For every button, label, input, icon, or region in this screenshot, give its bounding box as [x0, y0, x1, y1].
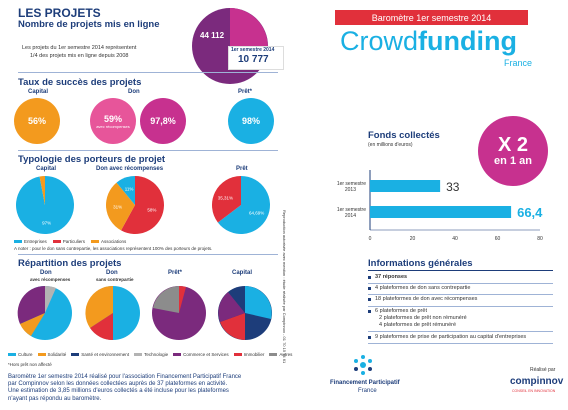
nb-projets-text-2: 1/4 des projets mis en ligne depuis 2008	[30, 53, 129, 59]
info-title: Informations générales	[368, 258, 473, 269]
typo-note: A noter : pour le don sans contrepartie,…	[14, 246, 213, 251]
bar-category-label: 1er semestre	[337, 207, 366, 213]
info-item-don-sans: 4 plateformes de don sans contrepartie	[368, 285, 470, 291]
semestre-label: 1er semestre 2014	[231, 47, 275, 53]
vertical-credit: Reproduction autorisée avec mention : ét…	[282, 210, 287, 364]
fpf-country: France	[358, 388, 377, 394]
typo-pret-pie: 64,69% 35,31%	[212, 176, 270, 234]
brand-logo: Crowdfunding	[340, 26, 517, 56]
rep-don-b-label: Don	[106, 270, 118, 276]
pie-slice	[39, 176, 45, 205]
rep-title: Répartition des projets	[18, 258, 122, 269]
bar-0	[370, 180, 441, 192]
banner: Baromètre 1er semestre 2014	[335, 10, 528, 25]
rep-don-a-sub: avec récompenses	[30, 277, 71, 282]
note-pret: *Hors prêt non affecté	[8, 362, 52, 367]
bar-tick-label: 80	[537, 236, 543, 242]
typo-don-pie: 58% 31% 11%	[106, 176, 164, 234]
taux-title: Taux de succès des projets	[18, 77, 142, 88]
rep-don-b-pie	[85, 285, 140, 341]
typo-capital-pie: 97%	[15, 176, 74, 234]
footer-text: Baromètre 1er semestre 2014 réalisé pour…	[8, 374, 242, 402]
rep-don-a-pie	[17, 285, 72, 340]
rep-capital-pie	[218, 286, 272, 340]
info-item-don-avec: 18 plateformes de don avec récompenses	[368, 296, 477, 302]
fonds-title: Fonds collectés	[368, 130, 440, 141]
compinnov-logo: compinnov	[510, 376, 564, 387]
typo-legend: Entreprises Particuliers Associations	[14, 239, 126, 244]
info-item-reponses: 37 réponses	[368, 274, 407, 280]
rep-pret-label: Prêt*	[168, 270, 183, 276]
pie-label: 64,69%	[249, 211, 264, 216]
realise-label: Réalisé par	[530, 367, 556, 373]
semestre-slice	[230, 8, 268, 53]
taux-capital-label: Capital	[28, 89, 49, 95]
taux-pret-label: Prêt*	[238, 89, 253, 95]
nb-projets-title: Nombre de projets mis en ligne	[18, 19, 160, 30]
taux-capital-circle: 56%	[14, 98, 60, 144]
pie-slice	[212, 176, 241, 223]
section-title-projets: LES PROJETS	[18, 6, 101, 20]
fonds-unit: (en millions d'euros)	[368, 142, 413, 148]
bar-1	[370, 206, 512, 218]
pie-label: 31%	[113, 205, 122, 210]
pie-slice	[121, 176, 164, 234]
total-value: 44 112	[200, 31, 225, 40]
bar-value-label: 66,4	[517, 205, 543, 220]
rep-don-a-label: Don	[40, 270, 52, 276]
compinnov-sub: CONSEIL EN INNOVATION	[512, 389, 556, 393]
info-item-pret-remunere: 4 plateformes de prêt rémunéré	[379, 322, 457, 328]
info-item-capital: 9 plateformes de prise de participation …	[368, 334, 526, 340]
semestre-value: 10 777	[238, 54, 269, 65]
pie-label: 58%	[147, 207, 156, 212]
bar-tick-label: 40	[452, 236, 458, 242]
pie-slice	[116, 176, 135, 205]
typo-don-label: Don avec récompenses	[96, 166, 164, 172]
x2-badge: X 2 en 1 an	[478, 116, 548, 186]
pie-label: 11%	[125, 187, 134, 192]
info-item-pret-non-remunere: 2 plateformes de prêt non rémunéré	[379, 315, 467, 321]
fpf-logo-icon	[354, 355, 372, 375]
typo-capital-label: Capital	[36, 166, 57, 172]
bar-category-year: 2014	[345, 213, 356, 219]
nb-projets-text-1: Les projets du 1er semestre 2014 représe…	[22, 45, 137, 51]
taux-don-a-circle: 59% avec récompenses	[90, 98, 136, 144]
taux-don-label: Don	[128, 89, 140, 95]
rep-legend: Culture Solidarité Santé et environnemen…	[8, 352, 292, 357]
typo-pret-label: Prêt	[236, 166, 248, 172]
rep-capital-label: Capital	[232, 270, 253, 276]
pie-label: 97%	[42, 220, 51, 225]
rep-pret-pie	[152, 286, 206, 340]
pie-label: 35,31%	[218, 195, 233, 200]
bar-tick-label: 0	[369, 236, 372, 242]
taux-don-b-circle: 97,8%	[140, 98, 186, 144]
brand-country: France	[504, 58, 533, 68]
fpf-name: Financement Participatif	[330, 380, 400, 386]
pie-slice	[106, 182, 135, 231]
bar-tick-label: 60	[495, 236, 501, 242]
taux-pret-circle: 98%	[228, 98, 274, 144]
bar-tick-label: 20	[410, 236, 416, 242]
bar-category-year: 2013	[345, 187, 356, 193]
info-item-pret: 6 plateformes de prêt	[368, 308, 427, 314]
typo-title: Typologie des porteurs de projet	[18, 154, 166, 165]
bar-category-label: 1er semestre	[337, 181, 366, 187]
pie-slice	[15, 176, 74, 234]
bar-value-label: 33	[446, 180, 460, 194]
rep-don-b-sub: sans contrepartie	[96, 277, 134, 282]
pie-slice	[217, 176, 270, 234]
